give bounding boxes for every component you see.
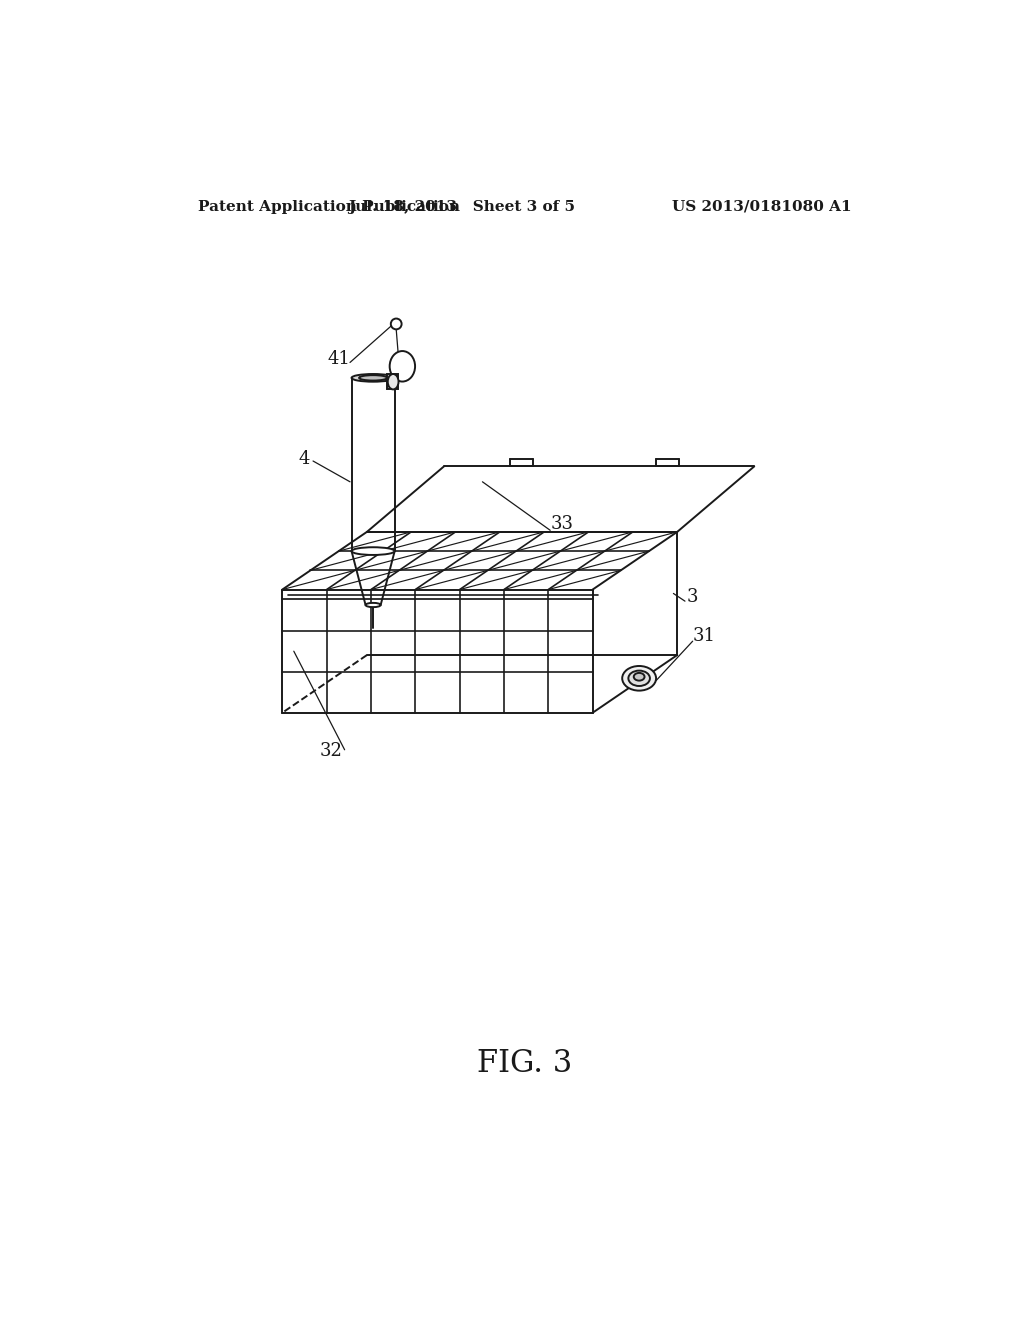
Ellipse shape <box>390 351 415 381</box>
Ellipse shape <box>634 673 644 681</box>
Text: 4: 4 <box>298 450 309 467</box>
Text: 31: 31 <box>692 627 716 644</box>
Ellipse shape <box>388 374 398 389</box>
Text: 41: 41 <box>327 350 350 367</box>
Text: Patent Application Publication: Patent Application Publication <box>199 199 461 214</box>
Ellipse shape <box>351 374 394 381</box>
Text: 3: 3 <box>687 589 698 606</box>
Text: Jul. 18, 2013   Sheet 3 of 5: Jul. 18, 2013 Sheet 3 of 5 <box>348 199 575 214</box>
Ellipse shape <box>629 671 650 686</box>
Ellipse shape <box>623 667 656 690</box>
Ellipse shape <box>359 375 387 380</box>
Text: 32: 32 <box>319 742 342 760</box>
Text: 33: 33 <box>550 515 573 533</box>
Text: FIG. 3: FIG. 3 <box>477 1048 572 1078</box>
Ellipse shape <box>391 318 401 330</box>
Text: US 2013/0181080 A1: US 2013/0181080 A1 <box>672 199 852 214</box>
Bar <box>387 374 397 389</box>
Ellipse shape <box>351 548 394 554</box>
Ellipse shape <box>366 603 381 607</box>
